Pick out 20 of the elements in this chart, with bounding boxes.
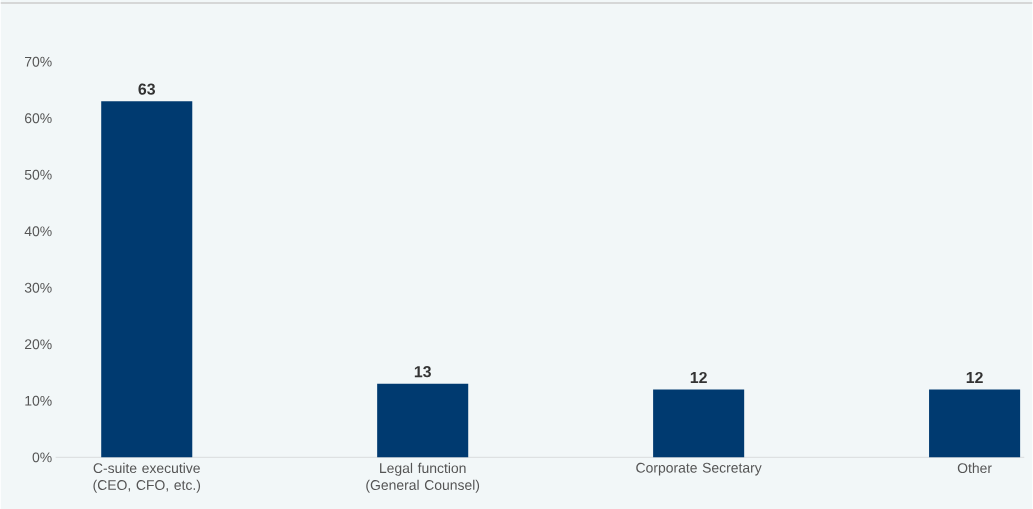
- x-tick-label: C-suite executive (CEO, CFO, etc.): [93, 462, 201, 493]
- x-tick-label: Corporate Secretary: [636, 462, 762, 476]
- bar: [653, 389, 745, 458]
- data-label: 13: [414, 365, 431, 378]
- bar: [929, 389, 1021, 458]
- y-tick-label: 70%: [25, 56, 52, 67]
- y-tick-label: 40%: [24, 226, 52, 237]
- x-tick-label: Other: [957, 462, 992, 473]
- bar: [101, 101, 193, 458]
- y-tick-label: 10%: [25, 395, 52, 406]
- data-label: 63: [138, 83, 156, 95]
- bar: [377, 383, 469, 458]
- y-tick-label: 50%: [24, 169, 52, 180]
- y-tick-label: 60%: [24, 113, 52, 124]
- data-label: 12: [966, 371, 983, 383]
- y-tick-label: 20%: [24, 339, 52, 350]
- y-tick-label: 0%: [32, 452, 52, 463]
- x-tick-label: Legal function (General Counsel): [366, 462, 480, 493]
- data-label: 12: [690, 371, 707, 383]
- y-tick-label: 30%: [24, 282, 52, 293]
